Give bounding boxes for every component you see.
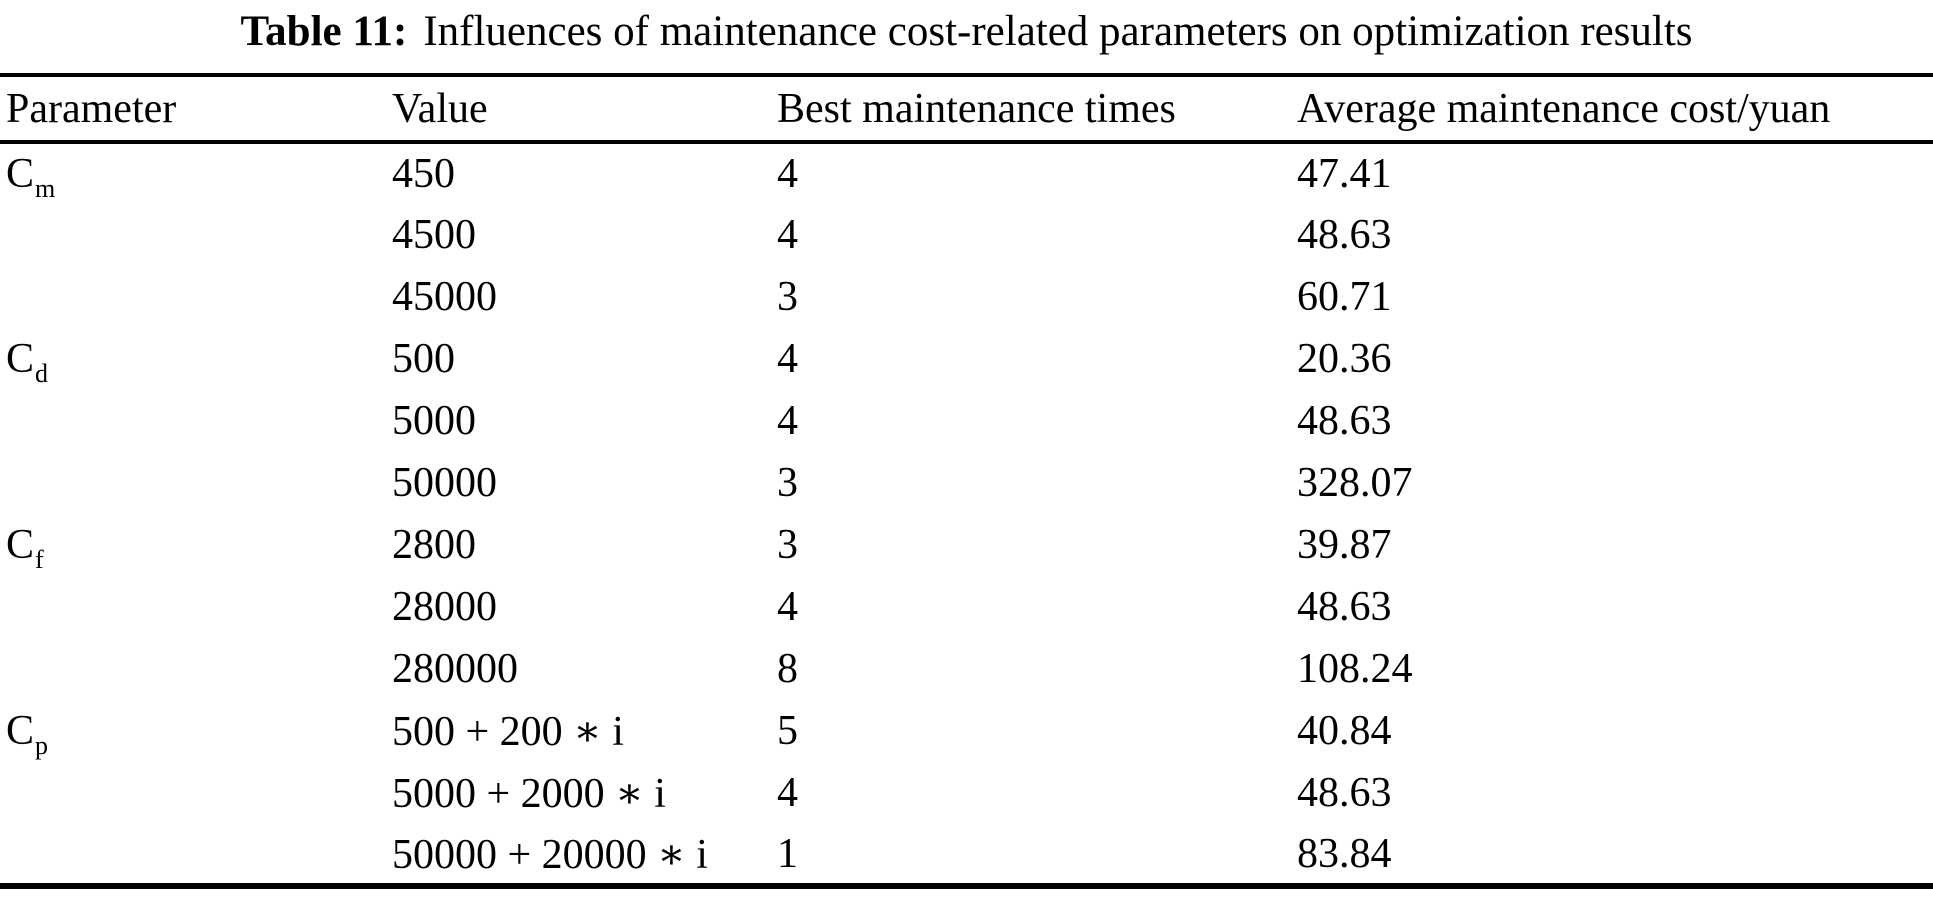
- times-cell: 4: [777, 212, 798, 258]
- parameter-symbol: C: [6, 522, 35, 568]
- parameter-cell: [0, 390, 392, 452]
- cost-cell: 48.63: [1297, 584, 1392, 630]
- table-row: 4500 4 48.63: [0, 204, 1933, 266]
- parameter-cell: Cd: [0, 328, 392, 390]
- cost-cell: 39.87: [1297, 522, 1392, 568]
- parameter-cell: [0, 762, 392, 824]
- cost-cell: 108.24: [1297, 646, 1413, 692]
- header-row: Parameter Value Best maintenance times A…: [0, 75, 1933, 142]
- results-table: Parameter Value Best maintenance times A…: [0, 73, 1933, 889]
- table-row: 5000 + 2000 ∗ i 4 48.63: [0, 762, 1933, 824]
- table-caption: Table 11: Influences of maintenance cost-…: [0, 0, 1933, 58]
- parameter-subscript: m: [35, 174, 56, 203]
- value-cell: 5000: [392, 398, 476, 444]
- table-row: 28000 4 48.63: [0, 576, 1933, 638]
- parameter-cell: [0, 452, 392, 514]
- cost-cell: 48.63: [1297, 212, 1392, 258]
- table-row: 50000 3 328.07: [0, 452, 1933, 514]
- cost-cell: 48.63: [1297, 398, 1392, 444]
- times-cell: 4: [777, 336, 798, 382]
- value-cell: 500: [392, 336, 455, 382]
- parameter-subscript: p: [35, 731, 49, 760]
- header-parameter: Parameter: [6, 85, 177, 132]
- table-row: Cf 2800 3 39.87: [0, 514, 1933, 576]
- table-row: 45000 3 60.71: [0, 266, 1933, 328]
- header-value: Value: [392, 85, 488, 132]
- value-cell: 4500: [392, 212, 476, 258]
- times-cell: 3: [777, 522, 798, 568]
- times-cell: 3: [777, 460, 798, 506]
- times-cell: 5: [777, 708, 798, 754]
- parameter-symbol: C: [6, 151, 35, 197]
- times-cell: 3: [777, 274, 798, 320]
- value-cell: 28000: [392, 584, 497, 630]
- header-best-maintenance-times: Best maintenance times: [777, 85, 1176, 132]
- value-cell: 5000 + 2000 ∗ i: [392, 771, 666, 817]
- parameter-subscript: f: [35, 545, 44, 574]
- parameter-cell: [0, 824, 392, 886]
- cost-cell: 48.63: [1297, 770, 1392, 816]
- parameter-symbol: C: [6, 336, 35, 382]
- cost-cell: 20.36: [1297, 336, 1392, 382]
- times-cell: 4: [777, 151, 798, 197]
- header-average-maintenance-cost: Average maintenance cost/yuan: [1297, 85, 1831, 132]
- times-cell: 1: [777, 830, 798, 877]
- value-cell: 500 + 200 ∗ i: [392, 709, 624, 755]
- cost-cell: 40.84: [1297, 708, 1392, 754]
- value-cell: 2800: [392, 522, 476, 568]
- times-cell: 4: [777, 398, 798, 444]
- value-cell: 450: [392, 151, 455, 197]
- table-row: Cp 500 + 200 ∗ i 5 40.84: [0, 700, 1933, 762]
- cost-cell: 47.41: [1297, 151, 1392, 197]
- parameter-symbol: C: [6, 708, 35, 754]
- parameter-cell: Cf: [0, 514, 392, 576]
- table-row: 50000 + 20000 ∗ i 1 83.84: [0, 824, 1933, 886]
- parameter-cell: [0, 204, 392, 266]
- table-row: 5000 4 48.63: [0, 390, 1933, 452]
- table-row: 280000 8 108.24: [0, 638, 1933, 700]
- table-caption-text: Influences of maintenance cost-related p…: [423, 8, 1693, 55]
- table-row: Cm 450 4 47.41: [0, 142, 1933, 204]
- parameter-cell: [0, 266, 392, 328]
- value-cell: 45000: [392, 274, 497, 320]
- parameter-cell: [0, 576, 392, 638]
- parameter-cell: Cm: [0, 142, 392, 204]
- cost-cell: 83.84: [1297, 830, 1392, 877]
- value-cell: 280000: [392, 646, 518, 692]
- cost-cell: 328.07: [1297, 460, 1413, 506]
- cost-cell: 60.71: [1297, 274, 1392, 320]
- parameter-cell: [0, 638, 392, 700]
- times-cell: 8: [777, 646, 798, 692]
- value-cell: 50000 + 20000 ∗ i: [392, 831, 708, 878]
- times-cell: 4: [777, 584, 798, 630]
- table-caption-label: Table 11:: [240, 8, 408, 55]
- parameter-subscript: d: [35, 359, 49, 388]
- times-cell: 4: [777, 770, 798, 816]
- table-row: Cd 500 4 20.36: [0, 328, 1933, 390]
- value-cell: 50000: [392, 460, 497, 506]
- parameter-cell: Cp: [0, 700, 392, 762]
